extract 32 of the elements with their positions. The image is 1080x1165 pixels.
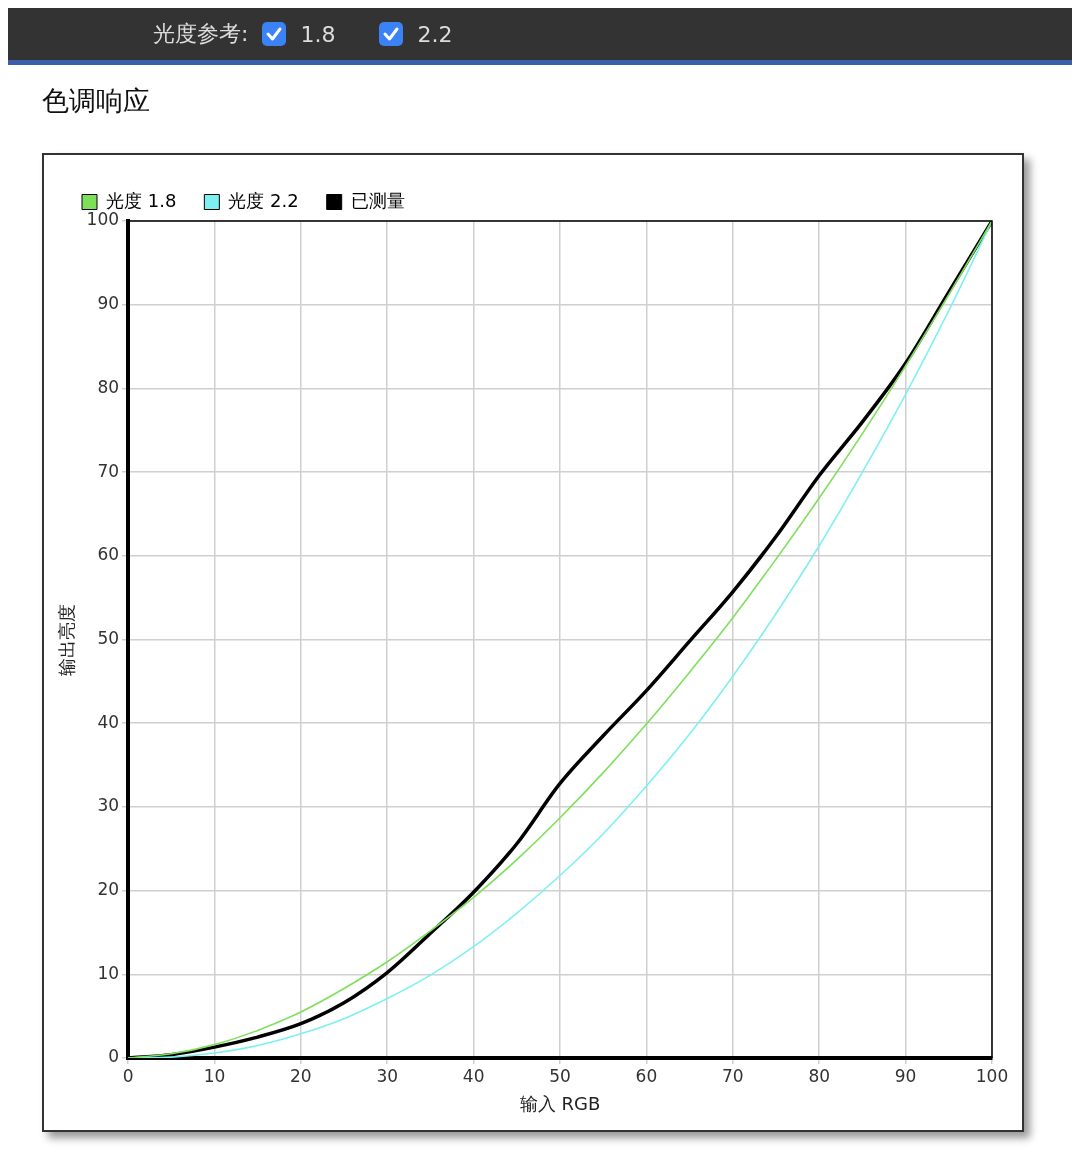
y-tick-label: 100 — [86, 209, 120, 230]
x-tick-label: 0 — [122, 1065, 134, 1086]
y-tick-label: 0 — [108, 1046, 120, 1067]
y-tick-label: 60 — [97, 544, 120, 565]
x-tick-label: 50 — [549, 1065, 571, 1086]
x-tick-label: 20 — [290, 1065, 312, 1086]
text: 2.2 — [417, 21, 453, 47]
x-tick-label: 80 — [808, 1065, 831, 1086]
line-series — [128, 221, 992, 1058]
y-tick-label: 20 — [97, 879, 120, 900]
chart-title: 色调响应 — [41, 84, 151, 118]
x-tick-label: 60 — [635, 1065, 658, 1086]
text: 光度参考: — [153, 20, 249, 48]
x-tick-label: 30 — [376, 1065, 399, 1086]
x-tick-label: 100 — [975, 1065, 1009, 1086]
y-tick-label: 30 — [97, 795, 120, 816]
legend-label: 光度 1.8 — [106, 189, 177, 211]
text: 1.8 — [300, 21, 336, 47]
y-tick-label: 50 — [97, 627, 120, 648]
legend-label: 光度 2.2 — [228, 189, 299, 211]
x-tick-label: 40 — [462, 1065, 485, 1086]
x-tick-label: 70 — [721, 1065, 744, 1086]
x-tick-label: 10 — [203, 1065, 226, 1086]
y-tick-label: 80 — [97, 376, 120, 397]
y-tick-label: 90 — [97, 293, 120, 314]
y-tick-label: 10 — [97, 962, 120, 983]
y-tick-label: 70 — [97, 460, 120, 481]
x-tick-label: 90 — [894, 1065, 917, 1086]
x-axis-title: 输入 RGB — [519, 1092, 601, 1114]
y-axis-title: 输出亮度 — [56, 603, 78, 676]
y-tick-label: 40 — [97, 711, 120, 732]
legend-label: 已测量 — [350, 189, 405, 211]
